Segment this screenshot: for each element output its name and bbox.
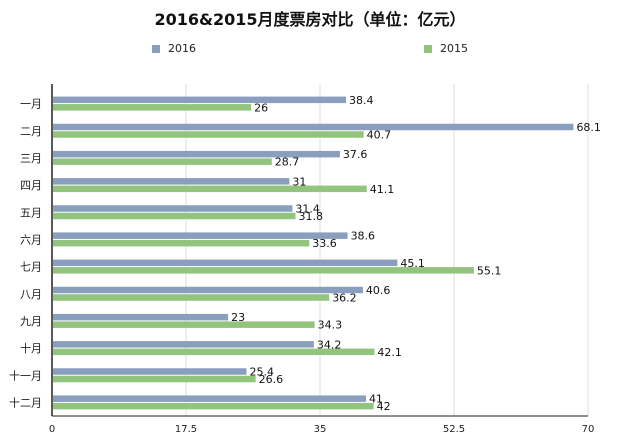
data-label-2015: 40.7 xyxy=(367,129,392,142)
data-label-2016: 37.6 xyxy=(343,148,368,161)
bar-2015 xyxy=(53,131,364,138)
bar-2015 xyxy=(53,402,374,410)
category-label: 八月 xyxy=(20,288,42,301)
data-label-2015: 55.1 xyxy=(477,264,502,277)
legend-swatch-2016 xyxy=(152,44,160,53)
category-label: 七月 xyxy=(20,261,42,274)
data-label-2015: 42 xyxy=(377,400,391,413)
data-label-2015: 33.6 xyxy=(312,237,337,250)
data-label-2015: 28.7 xyxy=(275,156,300,169)
data-label-2016: 40.6 xyxy=(366,284,391,297)
bar-2016 xyxy=(53,341,314,348)
category-label: 四月 xyxy=(20,179,42,192)
data-label-2016: 34.2 xyxy=(317,338,342,351)
x-tick-label: 35 xyxy=(314,424,327,435)
legend-label-2015: 2015 xyxy=(440,42,468,55)
legend-label-2016: 2016 xyxy=(168,42,196,55)
data-label-2016: 45.1 xyxy=(400,257,425,270)
data-label-2015: 26 xyxy=(254,101,268,114)
category-label: 十月 xyxy=(20,341,42,355)
category-label: 十一月 xyxy=(9,368,42,382)
legend-item-2016: 2016 xyxy=(152,42,196,55)
x-tick-label: 70 xyxy=(582,424,595,435)
legend-swatch-2015 xyxy=(424,44,432,53)
bar-2016 xyxy=(53,286,363,294)
data-label-2016: 41 xyxy=(369,393,383,406)
bar-2015 xyxy=(53,212,296,220)
data-label-2016: 31.4 xyxy=(295,203,320,216)
data-label-2015: 41.1 xyxy=(370,183,395,196)
bar-2016 xyxy=(53,178,290,185)
x-tick-label: 17.5 xyxy=(175,424,197,435)
data-label-2016: 31 xyxy=(292,175,306,188)
data-label-2016: 38.4 xyxy=(349,94,374,107)
data-label-2015: 26.6 xyxy=(259,373,284,386)
bar-2016 xyxy=(53,150,340,158)
legend: 2016 2015 xyxy=(0,42,620,62)
bar-2016 xyxy=(53,232,348,239)
x-tick-label: 52.5 xyxy=(443,424,465,435)
category-label: 一月 xyxy=(20,98,42,111)
data-label-2016: 25.4 xyxy=(249,366,274,379)
data-label-2015: 42.1 xyxy=(377,346,402,359)
category-label: 九月 xyxy=(20,315,42,328)
data-label-2015: 31.8 xyxy=(298,210,323,223)
bar-2015 xyxy=(53,348,375,356)
bar-2016 xyxy=(53,96,347,104)
data-label-2016: 68.1 xyxy=(576,121,601,134)
bar-2015 xyxy=(53,321,315,328)
legend-item-2015: 2015 xyxy=(424,42,468,55)
x-tick-label: 0 xyxy=(49,424,55,435)
bar-2016 xyxy=(53,205,293,212)
category-label: 二月 xyxy=(20,125,42,138)
bar-2015 xyxy=(53,158,272,165)
category-label: 五月 xyxy=(20,206,42,219)
bar-2015 xyxy=(53,104,252,111)
category-label: 三月 xyxy=(20,152,42,165)
bar-2015 xyxy=(53,294,330,301)
data-label-2015: 34.3 xyxy=(318,319,343,332)
bar-2015 xyxy=(53,239,310,247)
bar-2016 xyxy=(53,259,398,267)
chart-title: 2016&2015月度票房对比（单位：亿元） xyxy=(154,10,466,29)
bar-2016 xyxy=(53,395,366,402)
data-label-2015: 36.2 xyxy=(332,292,357,305)
bar-2016 xyxy=(53,123,574,131)
bar-2015 xyxy=(53,185,367,193)
category-label: 十二月 xyxy=(9,395,42,409)
bar-2016 xyxy=(53,368,247,375)
bar-2015 xyxy=(53,267,474,274)
category-label: 六月 xyxy=(20,233,42,246)
bar-2016 xyxy=(53,313,229,321)
data-label-2016: 23 xyxy=(231,311,245,324)
bar-2015 xyxy=(53,375,256,383)
data-label-2016: 38.6 xyxy=(351,230,376,243)
